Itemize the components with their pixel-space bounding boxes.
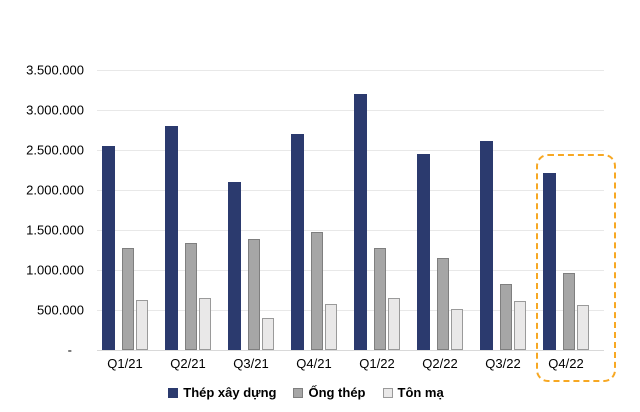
bar — [480, 141, 493, 350]
bar — [577, 305, 589, 350]
y-tick-label: 3.000.000 — [26, 102, 84, 118]
gridline — [97, 150, 604, 151]
bar — [388, 298, 400, 350]
bar — [500, 284, 512, 350]
bar — [136, 300, 148, 350]
gridline — [97, 190, 604, 191]
bar — [354, 94, 367, 350]
bar — [262, 318, 274, 350]
y-tick-label: 2.000.000 — [26, 182, 84, 198]
bar — [102, 146, 115, 350]
bar — [451, 309, 463, 350]
legend-marker-icon — [382, 387, 393, 398]
bar — [417, 154, 430, 350]
bar — [291, 134, 304, 350]
x-axis-label: Q2/22 — [422, 356, 458, 371]
y-tick-label: 500.000 — [37, 302, 84, 318]
bar — [325, 304, 337, 350]
x-axis-label: Q4/22 — [548, 356, 584, 371]
gridline — [97, 350, 604, 351]
y-tick-label: 3.500.000 — [26, 62, 84, 78]
bar — [122, 248, 134, 350]
bar — [228, 182, 241, 350]
bar — [563, 273, 575, 350]
legend-item: Ống thép — [293, 385, 366, 400]
gridline — [97, 310, 604, 311]
x-axis-label: Q1/22 — [359, 356, 395, 371]
legend-item: Thép xây dựng — [168, 385, 276, 400]
bar — [199, 298, 211, 350]
gridline — [97, 270, 604, 271]
legend-marker-icon — [168, 387, 179, 398]
legend-label: Tôn mạ — [397, 385, 444, 400]
bar — [165, 126, 178, 350]
x-axis-label: Q4/21 — [296, 356, 332, 371]
bar — [248, 239, 260, 350]
gridline — [97, 70, 604, 71]
legend-item: Tôn mạ — [382, 385, 444, 400]
x-axis-label: Q2/21 — [170, 356, 206, 371]
legend-label: Ống thép — [308, 385, 366, 400]
x-axis-label: Q3/22 — [485, 356, 521, 371]
y-tick-label: - — [67, 342, 72, 358]
bar — [543, 173, 556, 350]
x-axis-label: Q3/21 — [233, 356, 269, 371]
bar — [311, 232, 323, 350]
gridline — [97, 230, 604, 231]
bar — [374, 248, 386, 350]
x-axis-label: Q1/21 — [107, 356, 143, 371]
bar — [514, 301, 526, 350]
legend-label: Thép xây dựng — [183, 385, 277, 400]
chart-legend: Thép xây dựng Ống thép Tôn mạ — [0, 385, 612, 400]
bar — [185, 243, 197, 350]
y-tick-label: 1.000.000 — [26, 262, 84, 278]
q4-22-highlight-box — [536, 154, 616, 382]
y-tick-label: 2.500.000 — [26, 142, 84, 158]
legend-marker-icon — [293, 387, 304, 398]
y-tick-label: 1.500.000 — [26, 222, 84, 238]
gridline — [97, 110, 604, 111]
bar — [437, 258, 449, 350]
